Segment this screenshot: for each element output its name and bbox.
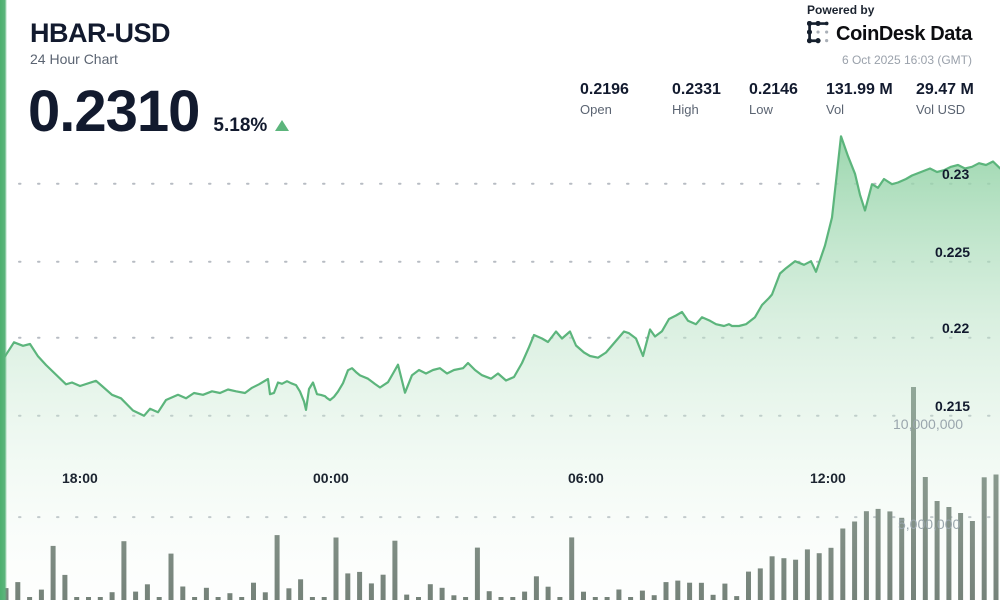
svg-text:5,000,000: 5,000,000 [898,516,960,532]
svg-text:0.22: 0.22 [942,320,969,336]
svg-text:0.215: 0.215 [935,398,970,414]
svg-text:0.23: 0.23 [942,166,969,182]
svg-text:0.225: 0.225 [935,244,970,260]
svg-text:06:00: 06:00 [568,470,604,486]
svg-text:18:00: 18:00 [62,470,98,486]
svg-text:12:00: 12:00 [810,470,846,486]
svg-text:00:00: 00:00 [313,470,349,486]
svg-text:10,000,000: 10,000,000 [893,416,963,432]
